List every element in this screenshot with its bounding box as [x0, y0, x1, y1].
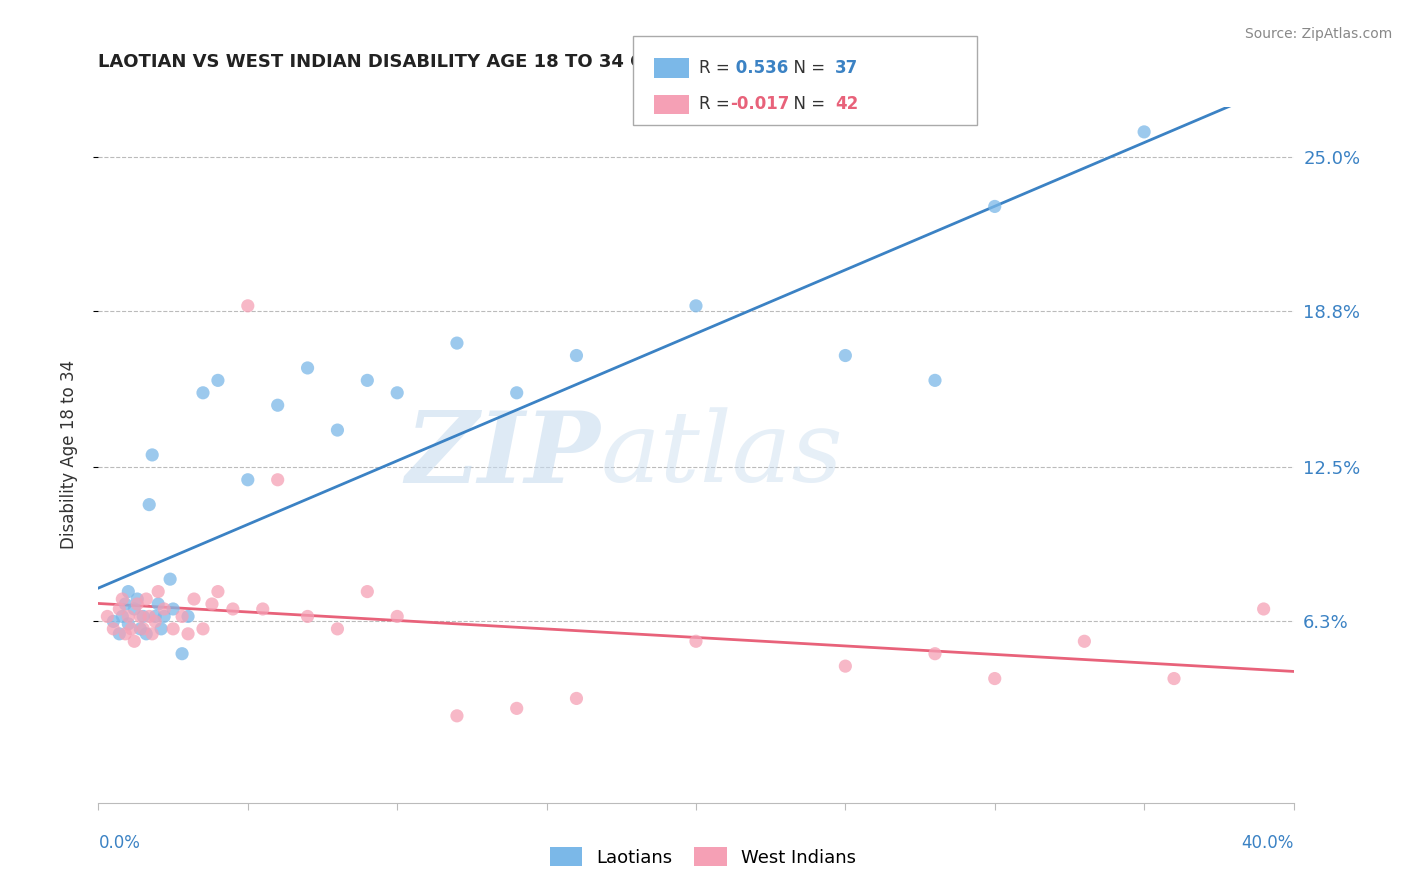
Point [1073, 634, 1095, 648]
Point [267, 473, 290, 487]
Point [114, 597, 136, 611]
Point [252, 602, 274, 616]
Point [565, 691, 588, 706]
Point [385, 609, 409, 624]
Point [834, 349, 856, 363]
Point [108, 627, 131, 641]
Point [159, 572, 181, 586]
Text: N =: N = [783, 95, 831, 113]
Point [984, 199, 1007, 213]
Point [103, 615, 125, 629]
Text: ZIP: ZIP [405, 407, 600, 503]
Text: R =: R = [699, 59, 735, 78]
Point [297, 609, 319, 624]
Text: 42: 42 [835, 95, 859, 113]
Point [153, 602, 176, 616]
Y-axis label: Disability Age 18 to 34: Disability Age 18 to 34 [59, 360, 77, 549]
Point [127, 597, 149, 611]
Point [297, 361, 319, 376]
Point [108, 602, 131, 616]
Text: 37: 37 [835, 59, 859, 78]
Text: 40.0%: 40.0% [1241, 834, 1294, 852]
Point [132, 622, 155, 636]
Point [153, 609, 176, 624]
Point [124, 602, 146, 616]
Point [141, 448, 163, 462]
Point [685, 299, 707, 313]
Point [236, 299, 259, 313]
Point [207, 584, 229, 599]
Point [191, 622, 214, 636]
Point [127, 592, 149, 607]
Point [120, 622, 142, 636]
Point [172, 647, 194, 661]
Point [446, 708, 468, 723]
Point [117, 609, 139, 624]
Point [117, 584, 139, 599]
Legend: Laotians, West Indians: Laotians, West Indians [543, 840, 863, 874]
Point [183, 592, 205, 607]
Point [103, 622, 125, 636]
Point [236, 473, 259, 487]
Text: 0.0%: 0.0% [98, 834, 141, 852]
Point [834, 659, 856, 673]
Point [132, 609, 155, 624]
Point [138, 498, 160, 512]
Point [201, 597, 224, 611]
Point [129, 622, 152, 636]
Text: atlas: atlas [600, 408, 844, 502]
Point [138, 609, 160, 624]
Point [135, 627, 157, 641]
Point [129, 609, 152, 624]
Text: LAOTIAN VS WEST INDIAN DISABILITY AGE 18 TO 34 CORRELATION CHART: LAOTIAN VS WEST INDIAN DISABILITY AGE 18… [98, 54, 845, 71]
Point [148, 597, 170, 611]
Point [177, 609, 200, 624]
Text: -0.017: -0.017 [730, 95, 789, 113]
Point [191, 385, 214, 400]
Point [506, 385, 529, 400]
Point [114, 627, 136, 641]
Point [124, 634, 146, 648]
Point [1163, 672, 1185, 686]
Point [135, 592, 157, 607]
Point [565, 349, 588, 363]
Point [924, 373, 946, 387]
Point [162, 602, 184, 616]
Point [356, 373, 378, 387]
Point [222, 602, 245, 616]
Point [143, 615, 166, 629]
Point [326, 622, 349, 636]
Point [111, 609, 134, 624]
Point [1253, 602, 1275, 616]
Point [117, 616, 139, 631]
Point [385, 385, 409, 400]
Point [207, 373, 229, 387]
Point [326, 423, 349, 437]
Point [446, 336, 468, 351]
Point [356, 584, 378, 599]
Point [177, 627, 200, 641]
Point [1133, 125, 1156, 139]
Point [143, 609, 166, 624]
Point [924, 647, 946, 661]
Point [162, 622, 184, 636]
Text: R =: R = [699, 95, 735, 113]
Point [506, 701, 529, 715]
Point [267, 398, 290, 412]
Point [148, 584, 170, 599]
Point [141, 627, 163, 641]
Text: 0.536: 0.536 [730, 59, 787, 78]
Point [984, 672, 1007, 686]
Point [111, 592, 134, 607]
Point [685, 634, 707, 648]
Text: N =: N = [783, 59, 831, 78]
Point [96, 609, 118, 624]
Text: Source: ZipAtlas.com: Source: ZipAtlas.com [1244, 27, 1392, 41]
Point [172, 609, 194, 624]
Point [150, 622, 173, 636]
